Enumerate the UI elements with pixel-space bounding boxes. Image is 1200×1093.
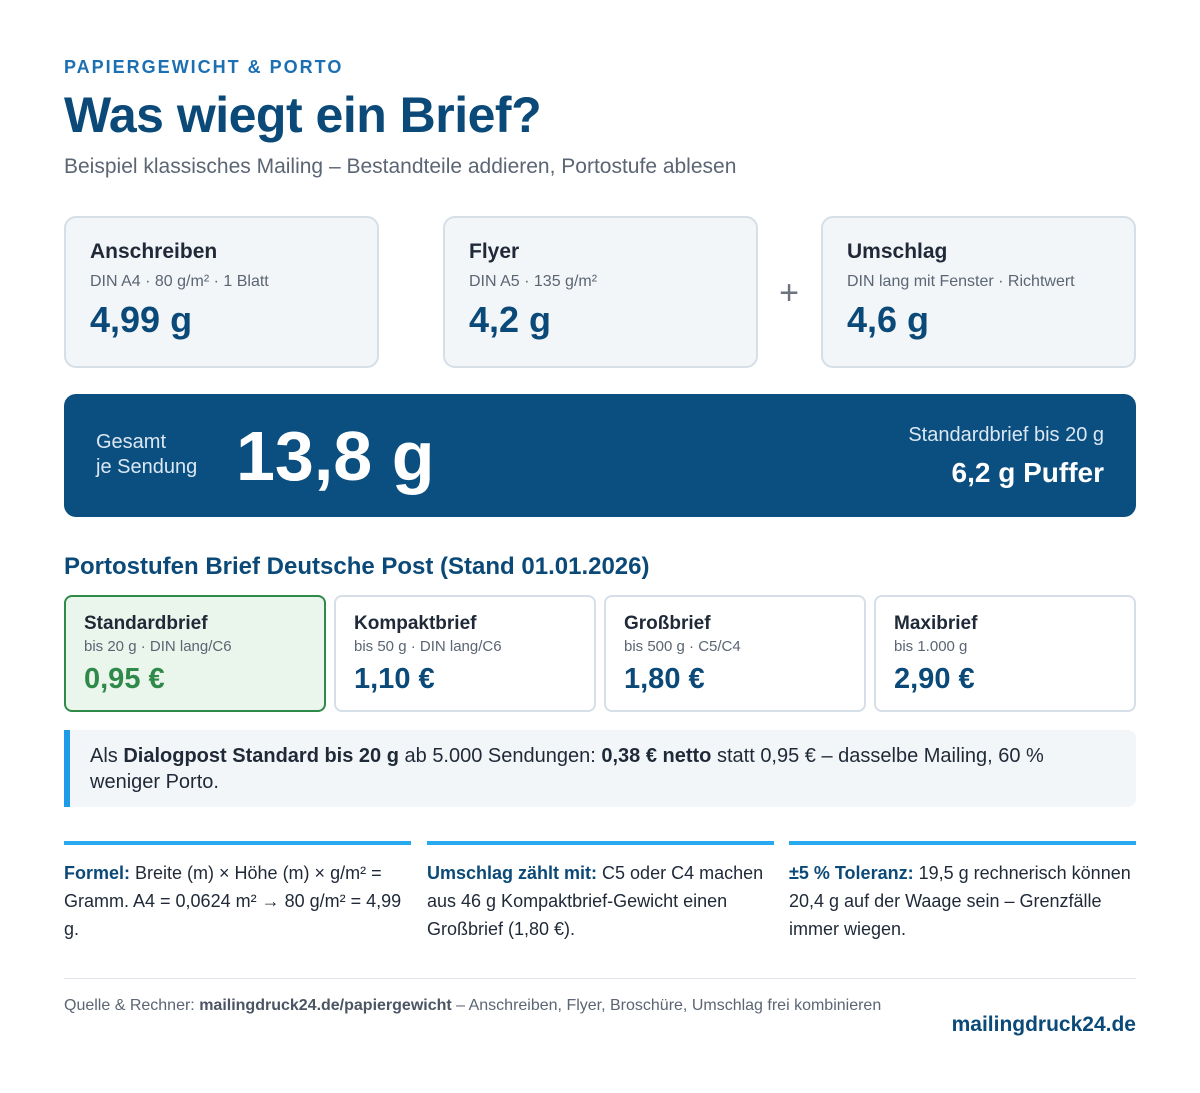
dialogpost-callout: Als Dialogpost Standard bis 20 g ab 5.00…	[64, 730, 1136, 807]
tiers-title: Portostufen Brief Deutsche Post (Stand 0…	[64, 553, 650, 580]
note-lead: ±5 % Toleranz:	[789, 863, 914, 883]
note-text: Breite (m) × Höhe (m) × g/m² = Gramm. A4…	[64, 863, 402, 939]
note-umschlag: Umschlag zählt mit: C5 oder C4 machen au…	[427, 841, 774, 943]
total-buffer: 6,2 g Puffer	[951, 457, 1104, 488]
callout-text: ab 5.000 Sendungen:	[398, 745, 602, 767]
tier-name: Standardbrief	[84, 613, 208, 634]
tier-kompaktbrief: Kompaktbrief bis 50 g · DIN lang/C6 1,10…	[334, 595, 596, 712]
tier-name: Maxibrief	[894, 613, 978, 634]
component-name: Flyer	[469, 240, 520, 263]
page-title: Was wiegt ein Brief?	[64, 87, 542, 143]
component-spec: DIN A5 · 135 g/m²	[469, 273, 598, 290]
tier-price: 1,80 €	[624, 663, 705, 695]
subtitle: Beispiel klassisches Mailing – Bestandte…	[64, 155, 737, 178]
total-band: Gesamt je Sendung 13,8 g Standardbrief b…	[64, 394, 1136, 517]
tier-maxibrief: Maxibrief bis 1.000 g 2,90 €	[874, 595, 1136, 712]
callout-text: statt 0,95 € – dasselbe Mailing, 60 % we…	[90, 745, 1044, 793]
component-card-anschreiben: Anschreiben DIN A4 · 80 g/m² · 1 Blatt 4…	[64, 216, 379, 368]
source-link[interactable]: mailingdruck24.de/papiergewicht	[199, 997, 452, 1014]
note-text: 19,5 g rechnerisch können 20,4 g auf der…	[789, 863, 1131, 939]
tier-price: 1,10 €	[354, 663, 435, 695]
component-weight: 4,2 g	[469, 299, 552, 340]
total-label-line1: Gesamt	[96, 431, 167, 453]
eyebrow: PAPIERGEWICHT & PORTO	[64, 57, 344, 77]
notes-row: Formel: Breite (m) × Höhe (m) × g/m² = G…	[64, 841, 1136, 951]
tier-name: Kompaktbrief	[354, 613, 477, 634]
note-text: C5 oder C4 machen aus 46 g Kompaktbrief-…	[427, 863, 764, 939]
component-weight: 4,99 g	[90, 299, 193, 340]
component-name: Anschreiben	[90, 240, 218, 263]
tier-price: 2,90 €	[894, 663, 975, 695]
component-card-umschlag: Umschlag DIN lang mit Fenster · Richtwer…	[821, 216, 1136, 368]
note-lead: Umschlag zählt mit:	[427, 863, 598, 883]
total-limit: Standardbrief bis 20 g	[908, 424, 1104, 446]
source-suffix: – Anschreiben, Flyer, Broschüre, Umschla…	[451, 997, 882, 1014]
component-spec: DIN lang mit Fenster · Richtwert	[847, 273, 1075, 290]
component-name: Umschlag	[847, 240, 948, 263]
callout-emphasis: Dialogpost Standard bis 20 g	[123, 745, 399, 767]
total-limit-box: Standardbrief bis 20 g 6,2 g Puffer	[908, 424, 1104, 489]
tier-spec: bis 1.000 g	[894, 638, 968, 655]
component-row: Anschreiben DIN A4 · 80 g/m² · 1 Blatt 4…	[64, 216, 1136, 368]
infographic: PAPIERGEWICHT & PORTO Was wiegt ein Brie…	[64, 0, 1136, 1093]
component-spec: DIN A4 · 80 g/m² · 1 Blatt	[90, 273, 269, 290]
tier-price: 0,95 €	[84, 663, 165, 695]
brand-link[interactable]: mailingdruck24.de	[951, 1013, 1136, 1036]
callout-text: Als	[90, 745, 124, 767]
note-formel: Formel: Breite (m) × Höhe (m) × g/m² = G…	[64, 841, 411, 943]
total-label-line2: je Sendung	[96, 456, 198, 478]
total-label: Gesamt je Sendung	[96, 430, 197, 480]
tier-spec: bis 50 g · DIN lang/C6	[354, 638, 502, 655]
source-line: Quelle & Rechner: mailingdruck24.de/papi…	[64, 995, 904, 1016]
tier-name: Großbrief	[624, 613, 711, 634]
tier-spec: bis 500 g · C5/C4	[624, 638, 741, 655]
note-toleranz: ±5 % Toleranz: 19,5 g rechnerisch können…	[789, 841, 1136, 943]
component-card-flyer: Flyer DIN A5 · 135 g/m² 4,2 g	[443, 216, 758, 368]
footer-divider	[64, 978, 1136, 979]
total-value: 13,8 g	[236, 417, 435, 495]
note-lead: Formel:	[64, 863, 131, 883]
component-weight: 4,6 g	[847, 299, 930, 340]
plus-icon: +	[779, 274, 799, 312]
tier-grossbrief: Großbrief bis 500 g · C5/C4 1,80 €	[604, 595, 866, 712]
postage-tiers: Standardbrief bis 20 g · DIN lang/C6 0,9…	[64, 595, 1136, 712]
callout-price: 0,38 € netto	[601, 745, 712, 767]
tier-spec: bis 20 g · DIN lang/C6	[84, 638, 232, 655]
source-prefix: Quelle & Rechner:	[64, 997, 200, 1014]
tier-standardbrief: Standardbrief bis 20 g · DIN lang/C6 0,9…	[64, 595, 326, 712]
